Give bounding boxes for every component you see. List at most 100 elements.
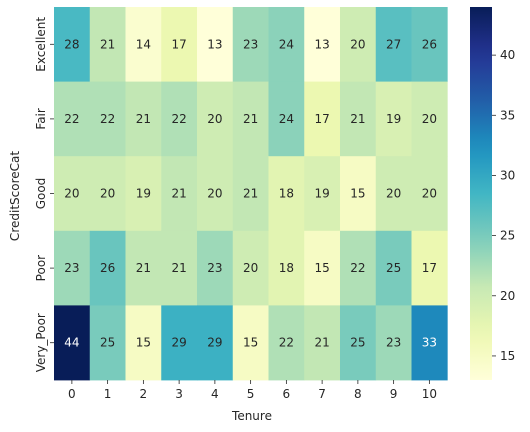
heatmap-cell xyxy=(161,156,198,232)
cell-value-label: 18 xyxy=(279,187,294,201)
y-tick-label: Good xyxy=(34,178,48,210)
heatmap-cell xyxy=(268,230,305,306)
x-tick-label: 9 xyxy=(390,387,398,401)
heatmap-cell xyxy=(54,305,91,381)
cell-value-label: 28 xyxy=(64,37,79,51)
heatmap-cell xyxy=(304,7,341,82)
heatmap-cell xyxy=(411,156,448,232)
heatmap-cell xyxy=(268,305,305,381)
cell-value-label: 15 xyxy=(314,261,329,275)
cell-value-label: 14 xyxy=(136,37,151,51)
heatmap-cell xyxy=(197,305,234,381)
heatmap-cell xyxy=(411,305,448,381)
heatmap-cell xyxy=(232,230,269,306)
cell-value-label: 22 xyxy=(100,112,115,126)
cell-value-label: 20 xyxy=(422,187,437,201)
heatmap-cell xyxy=(161,7,198,82)
x-tick-label: 2 xyxy=(140,387,148,401)
cell-value-label: 19 xyxy=(136,187,151,201)
x-tick-label: 4 xyxy=(211,387,219,401)
cell-value-label: 25 xyxy=(100,336,115,350)
heatmap-cell xyxy=(197,81,234,157)
heatmap-cell xyxy=(197,156,234,232)
heatmap-cell xyxy=(268,81,305,157)
heatmap-cell xyxy=(268,156,305,232)
y-tick-label: Fair xyxy=(34,108,48,129)
cell-value-label: 17 xyxy=(422,261,437,275)
heatmap-cell xyxy=(375,156,412,232)
cell-value-label: 25 xyxy=(386,261,401,275)
heatmap-cell xyxy=(304,81,341,157)
cell-value-label: 22 xyxy=(171,112,186,126)
heatmap-cell xyxy=(375,81,412,157)
cell-value-label: 22 xyxy=(350,261,365,275)
x-tick-label: 8 xyxy=(354,387,362,401)
cell-value-label: 33 xyxy=(422,336,437,350)
cell-value-label: 23 xyxy=(64,261,79,275)
heatmap-cell xyxy=(125,305,162,381)
heatmap-cell xyxy=(197,7,234,82)
colorbar-tick-label: 40 xyxy=(500,48,515,62)
heatmap-cell xyxy=(411,81,448,157)
heatmap-cell xyxy=(161,305,198,381)
cell-value-label: 25 xyxy=(350,336,365,350)
heatmap-cell xyxy=(125,230,162,306)
heatmap-cell xyxy=(54,230,91,306)
heatmap-cell xyxy=(54,7,91,82)
heatmap-cell xyxy=(125,7,162,82)
heatmap-cell xyxy=(232,7,269,82)
cell-value-label: 15 xyxy=(136,336,151,350)
heatmap-cell xyxy=(125,81,162,157)
heatmap-cell xyxy=(411,230,448,306)
heatmap-cell xyxy=(304,230,341,306)
x-tick-label: 6 xyxy=(283,387,291,401)
y-axis: Excellent Fair Good Poor Very_Poor xyxy=(34,17,54,372)
cell-value-label: 20 xyxy=(386,187,401,201)
cell-value-label: 29 xyxy=(207,336,222,350)
y-axis-label: CreditScoreCat xyxy=(8,151,22,241)
heatmap-cell xyxy=(89,230,126,306)
cell-value-label: 26 xyxy=(422,37,437,51)
heatmap-cell xyxy=(54,81,91,157)
cell-value-label: 21 xyxy=(243,112,258,126)
x-tick-label: 1 xyxy=(104,387,112,401)
x-tick-label: 7 xyxy=(318,387,326,401)
cell-value-label: 21 xyxy=(243,187,258,201)
heatmap-cell xyxy=(340,156,377,232)
cell-value-label: 17 xyxy=(314,112,329,126)
colorbar-tick-label: 20 xyxy=(500,289,515,303)
heatmap-cell xyxy=(232,305,269,381)
cell-value-label: 20 xyxy=(207,187,222,201)
heatmap-cell xyxy=(340,7,377,82)
heatmap-cell xyxy=(161,230,198,306)
heatmap-cell xyxy=(340,81,377,157)
colorbar-tick-label: 35 xyxy=(500,108,515,122)
heatmap-cell xyxy=(89,7,126,82)
cell-value-label: 19 xyxy=(314,187,329,201)
x-axis-label: Tenure xyxy=(231,409,272,423)
cell-value-label: 44 xyxy=(64,336,79,350)
cell-value-label: 22 xyxy=(64,112,79,126)
cell-value-label: 24 xyxy=(279,37,294,51)
cell-value-label: 21 xyxy=(350,112,365,126)
y-tick-label: Poor xyxy=(34,255,48,281)
heatmap-cell xyxy=(161,81,198,157)
cell-value-label: 23 xyxy=(243,37,258,51)
cell-value-label: 26 xyxy=(100,261,115,275)
y-tick-label: Excellent xyxy=(34,17,48,72)
cell-value-label: 21 xyxy=(314,336,329,350)
heatmap-cell xyxy=(411,7,448,82)
heatmap-cell xyxy=(232,156,269,232)
cell-value-label: 21 xyxy=(136,112,151,126)
heatmap-cell xyxy=(232,81,269,157)
heatmap-cell xyxy=(197,230,234,306)
heatmap-cell xyxy=(268,7,305,82)
cell-value-label: 21 xyxy=(171,187,186,201)
cell-value-label: 20 xyxy=(64,187,79,201)
cell-value-label: 15 xyxy=(350,187,365,201)
colorbar-tick-label: 15 xyxy=(500,349,515,363)
cell-value-label: 20 xyxy=(207,112,222,126)
heatmap-cell xyxy=(375,230,412,306)
heatmap-cell xyxy=(340,305,377,381)
